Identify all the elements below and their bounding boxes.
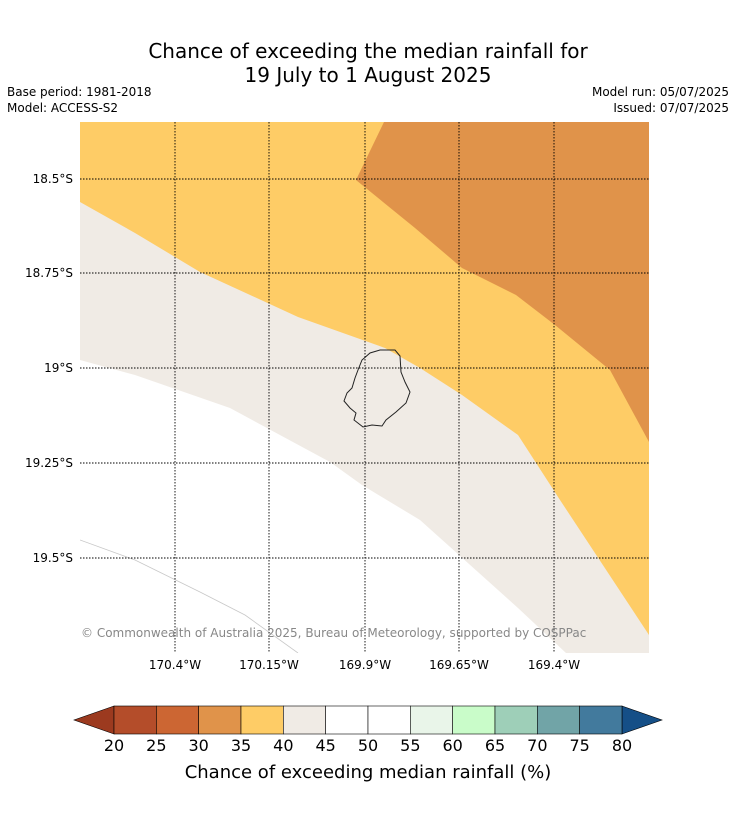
colorbar-segment	[410, 705, 453, 735]
colorbar-label: 50	[358, 736, 378, 755]
colorbar-label: 70	[527, 736, 547, 755]
colorbar-segment	[537, 705, 580, 735]
model-name: Model: ACCESS-S2	[7, 101, 119, 115]
x-tick-labels: 170.4°W 170.15°W 169.9°W 169.65°W 169.4°W	[149, 658, 580, 672]
base-period: Base period: 1981-2018	[7, 85, 152, 99]
chart-title-line1: Chance of exceeding the median rainfall …	[148, 39, 588, 63]
x-tick-label: 169.4°W	[528, 658, 580, 672]
colorbar-segment	[367, 705, 411, 735]
y-tick-labels: 18.5°S 18.75°S 19°S 19.25°S 19.5°S	[25, 172, 73, 565]
meta-left: Base period: 1981-2018 Model: ACCESS-S2	[7, 84, 152, 116]
colorbar-over-arrow	[621, 705, 663, 735]
colorbar-segment	[113, 705, 157, 735]
x-tick-label: 169.9°W	[339, 658, 391, 672]
colorbar: 20 25 30 35 40 45 50 55 60 65 70 75 80	[73, 705, 663, 755]
colorbar-label: 25	[146, 736, 166, 755]
map-area	[80, 122, 649, 653]
colorbar-segment	[579, 705, 623, 735]
band-30-35	[356, 122, 649, 442]
x-tick-label: 170.15°W	[239, 658, 299, 672]
colorbar-title: Chance of exceeding median rainfall (%)	[185, 762, 552, 783]
colorbar-segment	[283, 705, 326, 735]
chart-title-line2: 19 July to 1 August 2025	[244, 63, 492, 87]
y-tick-label: 19.5°S	[33, 551, 73, 565]
y-tick-label: 19°S	[44, 361, 73, 375]
colorbar-label: 55	[400, 736, 420, 755]
colorbar-segment	[156, 705, 199, 735]
colorbar-label: 30	[188, 736, 208, 755]
colorbar-segment	[198, 705, 242, 735]
copyright-notice: © Commonwealth of Australia 2025, Bureau…	[81, 626, 586, 640]
x-tick-label: 169.65°W	[429, 658, 489, 672]
model-run: Model run: 05/07/2025	[591, 85, 729, 99]
meta-right: Model run: 05/07/2025 Issued: 07/07/2025	[592, 84, 729, 116]
y-tick-label: 18.5°S	[33, 172, 73, 186]
x-tick-label: 170.4°W	[149, 658, 201, 672]
colorbar-label: 60	[442, 736, 462, 755]
colorbar-label: 40	[273, 736, 293, 755]
colorbar-label: 75	[569, 736, 589, 755]
colorbar-label: 65	[485, 736, 505, 755]
colorbar-segment	[452, 705, 496, 735]
colorbar-segment	[325, 705, 369, 735]
colorbar-segment	[240, 705, 284, 735]
gridlines	[80, 122, 649, 653]
colorbar-label: 45	[315, 736, 335, 755]
colorbar-segment	[494, 705, 538, 735]
island-outline	[343, 349, 411, 428]
colorbar-label: 20	[104, 736, 124, 755]
colorbar-label: 35	[231, 736, 251, 755]
contour-faint-line	[80, 539, 299, 653]
colorbar-label: 80	[612, 736, 632, 755]
y-tick-label: 18.75°S	[25, 266, 73, 280]
y-tick-label: 19.25°S	[25, 456, 73, 470]
colorbar-under-arrow	[73, 705, 115, 735]
issued-date: Issued: 07/07/2025	[613, 101, 729, 115]
